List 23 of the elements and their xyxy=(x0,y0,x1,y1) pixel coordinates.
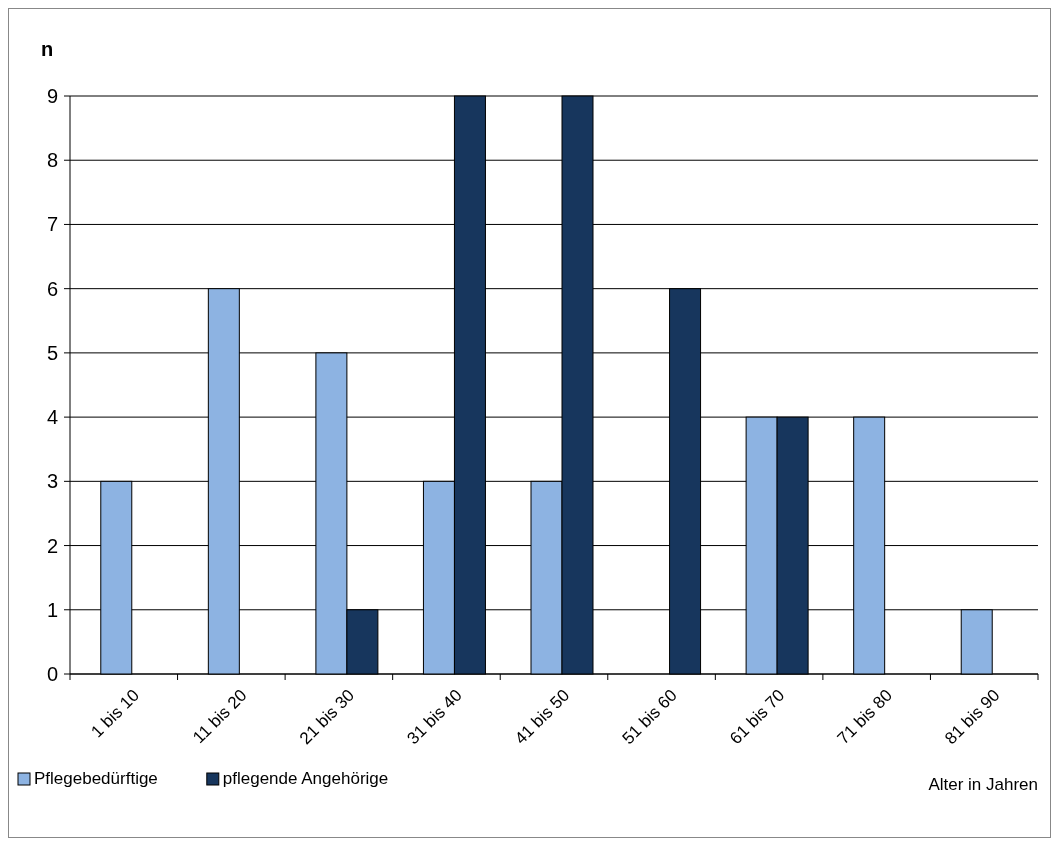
y-tick-label: 1 xyxy=(46,598,58,621)
y-tick-label: 6 xyxy=(46,277,58,300)
x-tick-label: 71 bis 80 xyxy=(833,685,896,749)
x-tick-label: 31 bis 40 xyxy=(403,685,466,749)
x-tick-label: 41 bis 50 xyxy=(511,685,574,749)
y-tick-label: 2 xyxy=(46,534,58,557)
x-tick-label: 21 bis 30 xyxy=(295,685,359,749)
y-tick-label: 7 xyxy=(46,213,58,236)
legend-label: Pflegebedürftige xyxy=(34,769,158,788)
x-tick-label: 1 bis 10 xyxy=(87,685,144,742)
x-tick-label: 81 bis 90 xyxy=(941,685,1004,749)
x-tick-label: 61 bis 70 xyxy=(726,685,789,749)
y-tick-label: 8 xyxy=(46,149,58,172)
x-axis-title: Alter in Jahren xyxy=(928,775,1038,794)
x-tick-label: 11 bis 20 xyxy=(189,685,251,748)
x-tick-label: 51 bis 60 xyxy=(618,685,681,749)
legend-label: pflegende Angehörige xyxy=(222,769,389,788)
y-tick-label: 3 xyxy=(46,470,58,493)
y-tick-label: 0 xyxy=(46,663,58,685)
y-tick-label: 5 xyxy=(46,341,58,364)
y-tick-label: 9 xyxy=(46,85,58,107)
y-tick-label: 4 xyxy=(46,406,58,429)
y-axis-title: n xyxy=(41,38,54,60)
